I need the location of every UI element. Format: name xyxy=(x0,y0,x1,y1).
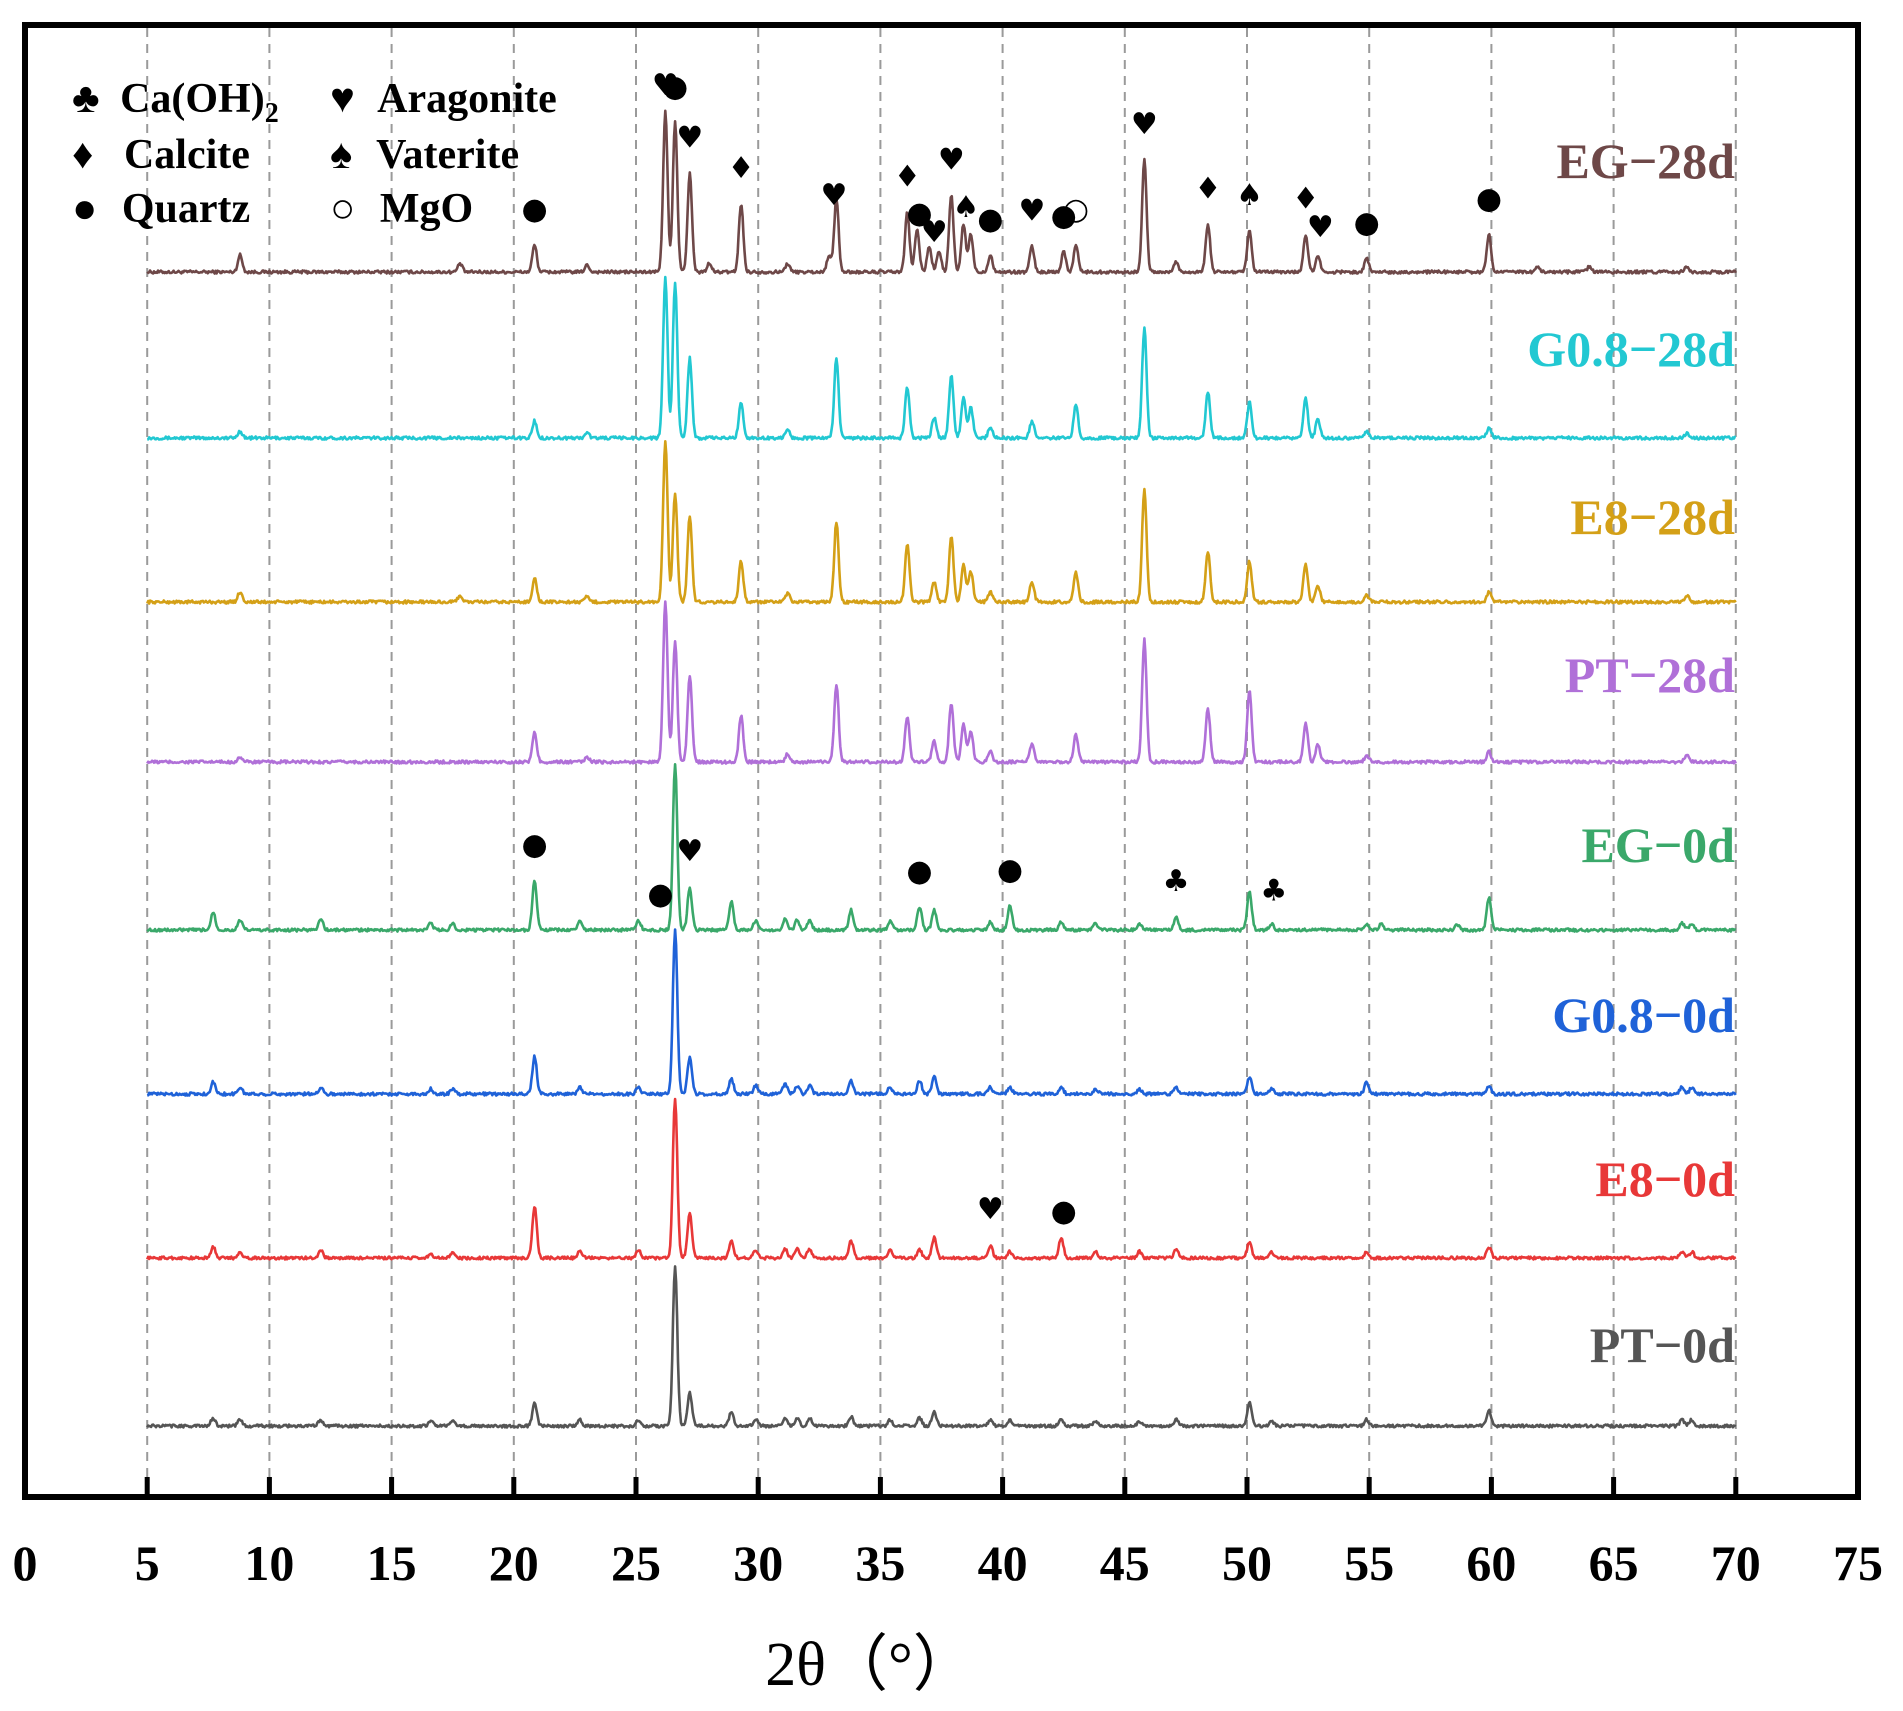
peak-marker: ♣ xyxy=(1260,873,1287,908)
peak-marker: ♠ xyxy=(952,190,979,225)
series-label: E8−0d xyxy=(1595,1151,1735,1207)
x-tick-label: 65 xyxy=(1589,1535,1639,1591)
legend-caoh2-subscript: 2 xyxy=(265,98,279,129)
legend-calcite-label: Calcite xyxy=(124,132,250,178)
peak-marker: ♦ xyxy=(728,151,755,186)
x-tick-label: 15 xyxy=(367,1535,417,1591)
peak-marker: ♥ xyxy=(821,178,848,213)
series-label: EG−0d xyxy=(1581,817,1735,873)
peak-marker: ● xyxy=(906,854,932,889)
series-label: PT−28d xyxy=(1565,647,1735,703)
series-line xyxy=(146,109,1737,275)
peak-marker: ♥ xyxy=(1307,210,1334,245)
peak-marker: ♥ xyxy=(921,215,948,250)
x-tick-label: 30 xyxy=(733,1535,783,1591)
x-axis-ticks xyxy=(144,1477,1739,1494)
series-layer xyxy=(145,109,1737,1429)
legend-aragonite-symbol: ♥ xyxy=(330,76,355,122)
x-axis-title: 2θ（°） xyxy=(765,1631,975,1699)
x-tick-label: 35 xyxy=(855,1535,905,1591)
peak-marker: ♥ xyxy=(676,120,703,155)
peak-marker: ♥ xyxy=(1018,194,1045,229)
x-tick-label: 45 xyxy=(1100,1535,1150,1591)
legend-quartz-label: Quartz xyxy=(122,186,250,232)
legend-caoh2-label: Ca(OH) xyxy=(120,76,265,122)
series-line xyxy=(146,275,1737,441)
peak-marker: ● xyxy=(1051,1194,1077,1229)
peak-marker: ● xyxy=(1354,205,1380,240)
x-tick-label: 70 xyxy=(1711,1535,1761,1591)
legend-vaterite-label: Vaterite xyxy=(376,132,519,178)
peak-marker: ♠ xyxy=(1236,178,1263,213)
x-tick-label: 60 xyxy=(1466,1535,1516,1591)
series-label: G0.8−0d xyxy=(1552,987,1735,1043)
series-line xyxy=(146,1265,1737,1429)
peak-marker: ♥ xyxy=(652,68,679,103)
peak-marker: ♦ xyxy=(1194,171,1221,206)
series-line xyxy=(146,600,1737,765)
peak-marker: ● xyxy=(662,69,688,104)
x-tick-label: 20 xyxy=(489,1535,539,1591)
x-tick-label: 50 xyxy=(1222,1535,1272,1591)
series-line xyxy=(146,762,1737,933)
legend-quartz: ● Quartz xyxy=(72,186,250,232)
series-label: PT−0d xyxy=(1590,1317,1735,1373)
series-line xyxy=(146,928,1737,1097)
peak-marker: ● xyxy=(977,202,1003,237)
series-line xyxy=(145,1097,1737,1261)
legend-aragonite-label: Aragonite xyxy=(377,76,557,122)
legend-aragonite: ♥ Aragonite xyxy=(330,76,557,122)
legend: ♣ Ca(OH)2 ♥ Aragonite ♦ Calcite ♠ Vateri… xyxy=(72,76,557,232)
series-label: EG−28d xyxy=(1556,133,1735,189)
legend-vaterite: ♠ Vaterite xyxy=(330,132,519,178)
x-tick-label: 5 xyxy=(135,1535,160,1591)
legend-caoh2-symbol: ♣ xyxy=(72,76,100,122)
x-tick-label: 25 xyxy=(611,1535,661,1591)
peak-marker: ● xyxy=(1476,182,1502,217)
series-line xyxy=(145,439,1737,605)
legend-mgo-symbol: ○ xyxy=(330,186,355,232)
peak-marker: ● xyxy=(521,192,547,227)
plot-frame xyxy=(22,22,1861,1500)
legend-mgo-label: MgO xyxy=(380,186,473,232)
peak-marker: ● xyxy=(647,877,673,912)
legend-caoh2: ♣ Ca(OH)2 xyxy=(72,76,279,129)
peak-marker: ♦ xyxy=(894,159,921,194)
legend-calcite-symbol: ♦ xyxy=(72,132,93,178)
legend-vaterite-symbol: ♠ xyxy=(330,132,352,178)
legend-mgo: ○ MgO xyxy=(330,186,473,232)
peak-marker: ♥ xyxy=(977,1192,1004,1227)
series-label: E8−28d xyxy=(1570,489,1735,545)
legend-quartz-symbol: ● xyxy=(72,186,97,232)
peak-marker: ○ xyxy=(1063,192,1089,227)
x-tick-label: 75 xyxy=(1833,1535,1883,1591)
peak-marker: ♥ xyxy=(676,834,703,869)
x-tick-label: 0 xyxy=(13,1535,38,1591)
x-tick-label: 55 xyxy=(1344,1535,1394,1591)
peak-marker: ● xyxy=(906,196,932,231)
legend-calcite: ♦ Calcite xyxy=(72,132,250,178)
peak-marker: ● xyxy=(1051,199,1077,234)
peak-marker: ♦ xyxy=(1292,182,1319,217)
series-labels: EG−28d G0.8−28d E8−28d PT−28d EG−0d G0.8−0d E8… xyxy=(1527,133,1735,1373)
peak-marker: ● xyxy=(997,852,1023,887)
peak-marker: ♥ xyxy=(938,142,965,177)
x-tick-label: 40 xyxy=(978,1535,1028,1591)
series-label: G0.8−28d xyxy=(1527,321,1735,377)
x-tick-label: 10 xyxy=(244,1535,294,1591)
peak-marker: ● xyxy=(521,828,547,863)
peak-marker: ♣ xyxy=(1163,864,1190,899)
x-axis-tick-labels: 0 5 10 15 20 25 30 35 40 45 50 55 60 65 70 75 xyxy=(13,1535,1884,1591)
peak-marker: ♥ xyxy=(1131,107,1158,142)
peak-markers: ●♥●♥♦♥♦●♥♥♠● ♥ ●○♥♦ ♠ ♦♥ ●●●●♥● ● ♣ ♣♥ ● xyxy=(521,68,1502,1229)
